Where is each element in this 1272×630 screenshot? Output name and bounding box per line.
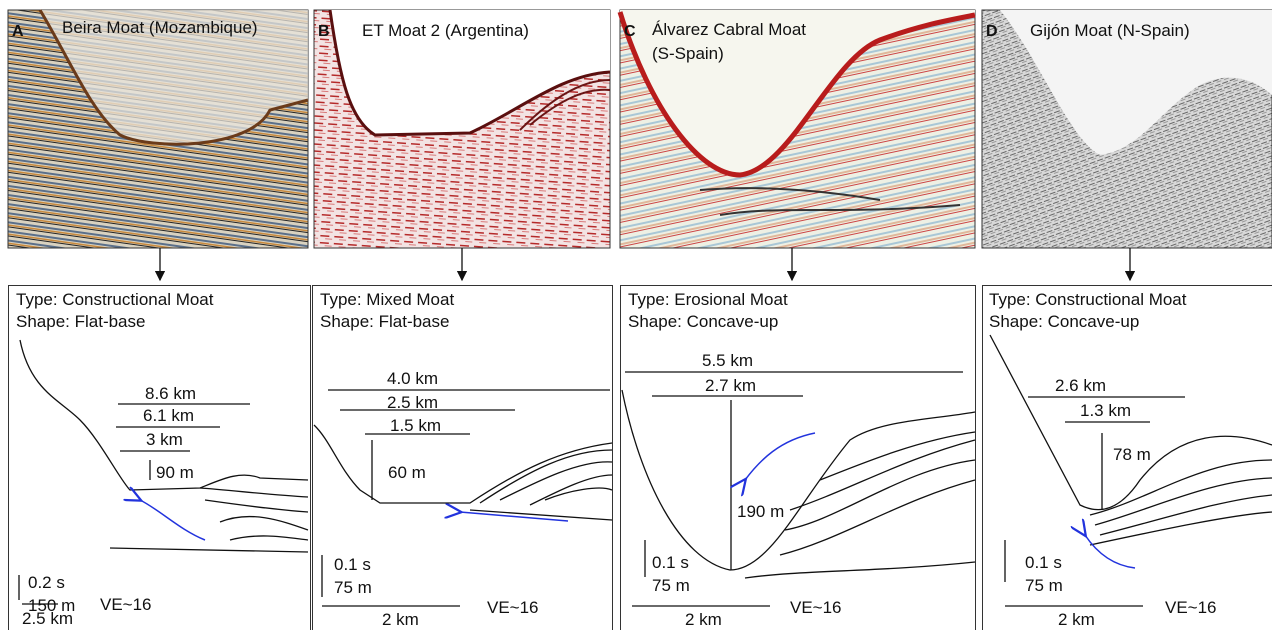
scale-time: 0.1 s bbox=[334, 555, 371, 574]
type: Type: Mixed Moat bbox=[320, 290, 454, 309]
panel-title: (S-Spain) bbox=[652, 44, 724, 63]
width-label: 5.5 km bbox=[702, 351, 753, 370]
panel-title: Álvarez Cabral Moat bbox=[652, 20, 806, 39]
seismic-a bbox=[8, 10, 308, 248]
width-label: 1.5 km bbox=[390, 416, 441, 435]
arrows bbox=[160, 248, 1130, 280]
width-label: 6.1 km bbox=[143, 406, 194, 425]
panel-title: Beira Moat (Mozambique) bbox=[62, 18, 258, 37]
ve: VE~16 bbox=[100, 595, 152, 614]
scale-length: 2.5 km bbox=[22, 609, 73, 628]
box-b: Type: Mixed Moat Shape: Flat-base 4.0 km… bbox=[313, 286, 613, 630]
ve: VE~16 bbox=[790, 598, 842, 617]
scale-time: 0.2 s bbox=[28, 573, 65, 592]
scale-length: 2 km bbox=[685, 610, 722, 629]
type: Type: Erosional Moat bbox=[628, 290, 788, 309]
box-c: Type: Erosional Moat Shape: Concave-up 5… bbox=[621, 286, 976, 630]
depth-label: 78 m bbox=[1113, 445, 1151, 464]
shape: Shape: Concave-up bbox=[989, 312, 1139, 331]
panel-title: ET Moat 2 (Argentina) bbox=[362, 21, 529, 40]
width-label: 1.3 km bbox=[1080, 401, 1131, 420]
scale-depth: 75 m bbox=[652, 576, 690, 595]
panel-letter: A bbox=[12, 23, 24, 40]
seismic-d bbox=[982, 10, 1272, 248]
panel-letter: B bbox=[318, 23, 330, 40]
scale-depth: 75 m bbox=[1025, 576, 1063, 595]
panel-title: Gijón Moat (N-Spain) bbox=[1030, 21, 1190, 40]
width-label: 2.6 km bbox=[1055, 376, 1106, 395]
scale-length: 2 km bbox=[1058, 610, 1095, 629]
ve: VE~16 bbox=[1165, 598, 1217, 617]
seismic-b bbox=[314, 10, 610, 248]
box-a: Type: Constructional Moat Shape: Flat-ba… bbox=[9, 286, 311, 630]
width-label: 2.5 km bbox=[387, 393, 438, 412]
figure: A Beira Moat (Mozambique) B ET Moat 2 (A… bbox=[0, 0, 1272, 630]
scale-length: 2 km bbox=[382, 610, 419, 629]
panel-letter: C bbox=[624, 23, 636, 40]
depth-label: 190 m bbox=[737, 502, 784, 521]
width-label: 2.7 km bbox=[705, 376, 756, 395]
scale-time: 0.1 s bbox=[1025, 553, 1062, 572]
shape: Shape: Flat-base bbox=[16, 312, 145, 331]
scale-time: 0.1 s bbox=[652, 553, 689, 572]
shape: Shape: Concave-up bbox=[628, 312, 778, 331]
width-label: 3 km bbox=[146, 430, 183, 449]
scale-depth: 75 m bbox=[334, 578, 372, 597]
box-d: Type: Constructional Moat Shape: Concave… bbox=[983, 286, 1272, 630]
panel-letter: D bbox=[986, 23, 998, 40]
depth-label: 60 m bbox=[388, 463, 426, 482]
depth-label: 90 m bbox=[156, 463, 194, 482]
ve: VE~16 bbox=[487, 598, 539, 617]
type: Type: Constructional Moat bbox=[989, 290, 1187, 309]
type: Type: Constructional Moat bbox=[16, 290, 214, 309]
shape: Shape: Flat-base bbox=[320, 312, 449, 331]
width-label: 8.6 km bbox=[145, 384, 196, 403]
width-label: 4.0 km bbox=[387, 369, 438, 388]
